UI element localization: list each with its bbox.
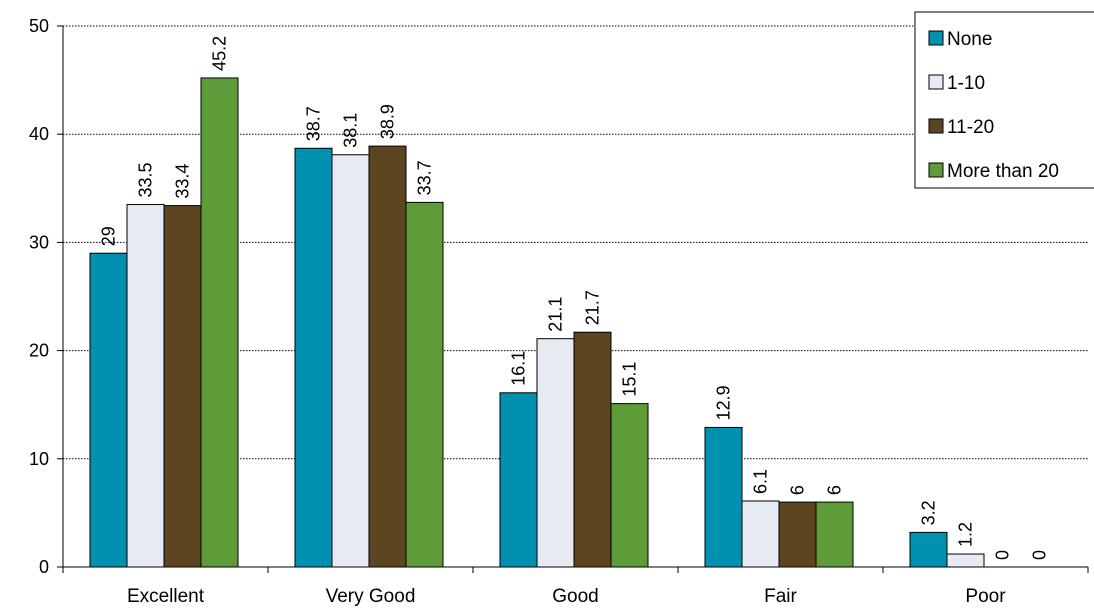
bar-good-1-10: [536, 338, 575, 568]
y-tick-label-20: 20: [29, 341, 49, 361]
x-label-poor: Poor: [965, 586, 1006, 607]
data-label-poor-11-20: 0: [993, 550, 1013, 560]
data-label-excellent-none: 29: [99, 226, 119, 246]
bar-excellent-1-10: [126, 204, 165, 568]
data-label-very-good-none: 38.7: [304, 106, 324, 141]
data-label-good-none: 16.1: [509, 351, 529, 386]
y-tick-label-10: 10: [29, 449, 49, 469]
bar-excellent-none: [89, 252, 128, 568]
bar-good-11-20: [573, 331, 612, 568]
bar-fair-none: [704, 426, 743, 568]
y-tick-label-50: 50: [29, 16, 49, 36]
x-label-fair: Fair: [764, 586, 797, 607]
data-label-poor-none: 3.2: [919, 500, 939, 525]
data-label-fair-none: 12.9: [714, 385, 734, 420]
legend-swatch-1-10: [928, 74, 944, 90]
bar-good-more-than-20: [610, 403, 649, 568]
data-label-poor-1-10: 1.2: [956, 522, 976, 547]
data-label-very-good-11-20: 38.9: [378, 104, 398, 139]
bar-good-none: [499, 392, 538, 568]
bar-excellent-11-20: [163, 205, 202, 568]
legend-swatch-11-20: [928, 118, 944, 134]
legend-label-11-20: 11-20: [947, 117, 994, 138]
x-category-labels: Excellent Very Good Good Fair Poor: [127, 586, 1006, 607]
axes: [57, 25, 1089, 573]
legend-swatch-more-than-20: [928, 162, 944, 178]
legend-label-more-than-20: More than 20: [947, 161, 1059, 182]
bar-fair-more-than-20: [815, 501, 854, 568]
data-label-poor-more-than-20: 0: [1030, 550, 1050, 560]
y-tick-labels: 0 10 20 30 40 50: [29, 16, 49, 577]
data-label-very-good-1-10: 38.1: [341, 113, 361, 148]
bar-poor-1-10: [946, 553, 985, 568]
data-label-excellent-11-20: 33.4: [173, 164, 193, 199]
bar-poor-none: [909, 531, 948, 568]
x-label-good: Good: [552, 586, 598, 607]
data-label-fair-more-than-20: 6: [825, 485, 845, 495]
bar-very-good-more-than-20: [405, 201, 444, 568]
bar-fair-11-20: [778, 501, 817, 568]
bar-excellent-more-than-20: [200, 77, 239, 568]
y-tick-label-0: 0: [39, 557, 49, 577]
bar-very-good-none: [294, 147, 333, 568]
data-label-fair-1-10: 6.1: [751, 469, 771, 494]
data-label-good-1-10: 21.1: [546, 297, 566, 332]
data-label-very-good-more-than-20: 33.7: [415, 160, 435, 195]
legend-label-1-10: 1-10: [947, 73, 985, 94]
legend-box: [914, 11, 1094, 189]
bar-fair-1-10: [741, 500, 780, 568]
legend-swatch-none: [928, 30, 944, 46]
y-tick-label-40: 40: [29, 124, 49, 144]
bar-very-good-11-20: [368, 145, 407, 568]
data-labels: 29 33.5 33.4 45.2 38.7 38.1 38.9 33.7 16.1 21.1 21…: [99, 36, 1050, 560]
data-label-good-11-20: 21.7: [583, 290, 603, 325]
data-label-excellent-more-than-20: 45.2: [210, 36, 230, 71]
x-label-very-good: Very Good: [326, 586, 416, 607]
data-label-fair-11-20: 6: [788, 485, 808, 495]
x-label-excellent: Excellent: [127, 586, 205, 607]
data-label-excellent-1-10: 33.5: [136, 162, 156, 197]
bars: [89, 77, 985, 568]
legend: None 1-10 11-20 More than 20: [914, 11, 1094, 189]
legend-label-none: None: [947, 29, 992, 50]
bar-very-good-1-10: [331, 154, 370, 568]
data-label-good-more-than-20: 15.1: [620, 362, 640, 397]
y-tick-label-30: 30: [29, 232, 49, 252]
